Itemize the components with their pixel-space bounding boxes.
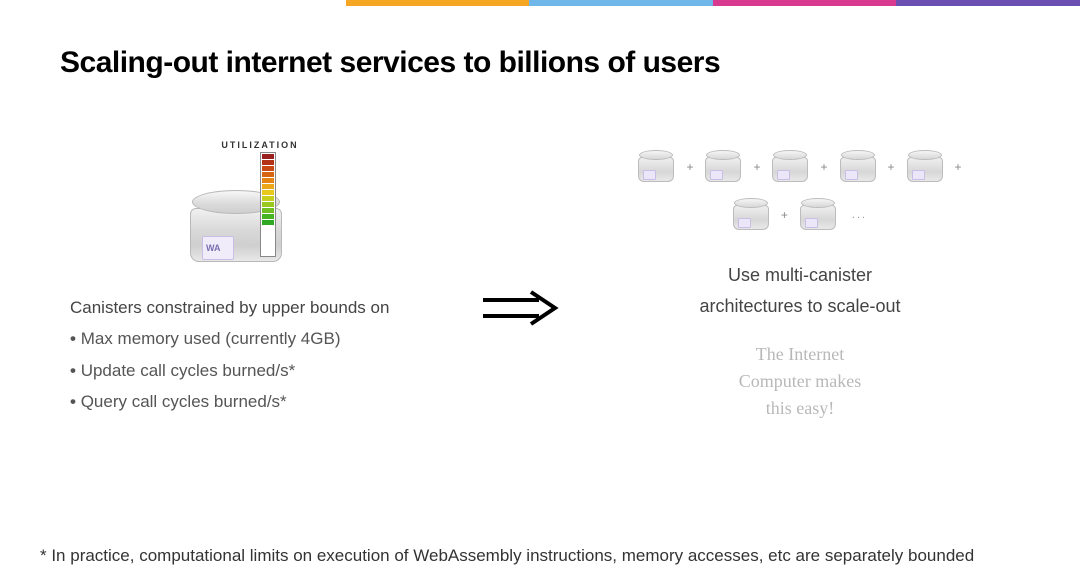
slide: Scaling-out internet services to billion… (0, 6, 1080, 422)
mini-canister-icon (907, 150, 943, 184)
left-column: UTILIZATION WA Canisters constrained by … (60, 140, 460, 418)
right-text: Use multi-canister architectures to scal… (699, 260, 900, 321)
meter-segment (262, 238, 274, 243)
arrow-icon (481, 290, 559, 326)
arrow-column (460, 140, 580, 326)
canister-grid-row: + + + + + (638, 150, 961, 184)
mini-canister-icon (800, 198, 836, 232)
constraint-bullet: Max memory used (currently 4GB) (70, 323, 460, 354)
topbar-segment (713, 0, 897, 6)
meter-segment (262, 154, 274, 159)
meter-segment (262, 232, 274, 237)
canister-grid: ++++++... (638, 150, 961, 232)
mini-canister-icon (638, 150, 674, 184)
plus-separator: + (955, 160, 962, 174)
meter-segment (262, 220, 274, 225)
topbar-segment (0, 0, 346, 6)
meter-segment (262, 208, 274, 213)
meter-segment (262, 172, 274, 177)
right-text-line1: Use multi-canister (699, 260, 900, 291)
tagline-line3: this easy! (739, 395, 861, 422)
utilization-block: UTILIZATION WA (190, 140, 330, 270)
left-lead: Canisters constrained by upper bounds on (70, 292, 460, 323)
tagline-line2: Computer makes (739, 368, 861, 395)
meter-segment (262, 184, 274, 189)
meter-segment (262, 178, 274, 183)
plus-separator: + (753, 160, 760, 174)
plus-separator: + (820, 160, 827, 174)
constraint-bullet: Update call cycles burned/s* (70, 355, 460, 386)
canister-scene: WA (190, 156, 330, 270)
mini-canister-icon (705, 150, 741, 184)
meter-segment (262, 226, 274, 231)
mini-canister-icon (772, 150, 808, 184)
tagline: The Internet Computer makes this easy! (739, 341, 861, 422)
ellipsis: ... (852, 209, 867, 221)
canister-grid-row: +... (733, 198, 867, 232)
mini-canister-icon (840, 150, 876, 184)
constraint-bullet: Query call cycles burned/s* (70, 386, 460, 417)
meter-segment (262, 250, 274, 255)
meter-segment (262, 244, 274, 249)
content-row: UTILIZATION WA Canisters constrained by … (60, 140, 1020, 422)
topbar-segment (346, 0, 530, 6)
utilization-label: UTILIZATION (221, 140, 298, 150)
plus-separator: + (888, 160, 895, 174)
meter-segment (262, 214, 274, 219)
meter-segment (262, 196, 274, 201)
footnote: * In practice, computational limits on e… (40, 546, 1040, 566)
meter-segment (262, 160, 274, 165)
right-column: ++++++... Use multi-canister architectur… (580, 140, 1020, 422)
meter-segment (262, 190, 274, 195)
slide-title: Scaling-out internet services to billion… (60, 46, 1020, 80)
canister-label-tag: WA (202, 236, 234, 260)
right-text-line2: architectures to scale-out (699, 291, 900, 322)
utilization-meter (260, 152, 276, 257)
mini-canister-icon (733, 198, 769, 232)
left-text: Canisters constrained by upper bounds on… (60, 292, 460, 418)
topbar-segment (529, 0, 713, 6)
meter-segment (262, 202, 274, 207)
meter-segment (262, 166, 274, 171)
tagline-line1: The Internet (739, 341, 861, 368)
top-accent-bar (0, 0, 1080, 6)
plus-separator: + (686, 160, 693, 174)
topbar-segment (896, 0, 1080, 6)
plus-separator: + (781, 208, 788, 222)
